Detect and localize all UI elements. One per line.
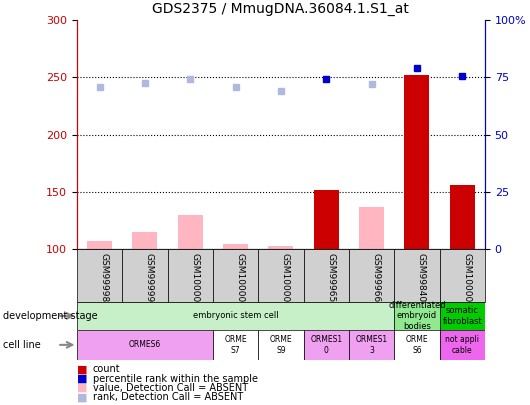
Text: not appli
cable: not appli cable [445,335,479,354]
Text: GSM99840: GSM99840 [417,253,426,303]
Text: ORMES6: ORMES6 [129,340,161,350]
Text: ORME
S7: ORME S7 [224,335,247,354]
Text: ORME
S6: ORME S6 [405,335,428,354]
Bar [404,75,429,249]
Bar [349,330,394,360]
Text: GSM99998: GSM99998 [100,253,109,303]
Text: ORMES1
0: ORMES1 0 [310,335,342,354]
Text: GSM100002: GSM100002 [281,253,290,308]
Text: count: count [93,364,120,374]
Text: GSM100000: GSM100000 [190,253,199,308]
Bar [268,246,294,249]
Text: ■: ■ [77,374,87,384]
Text: GSM99999: GSM99999 [145,253,154,303]
Bar [394,249,439,302]
Bar [213,330,258,360]
Bar [77,302,394,330]
Text: development stage: development stage [3,311,98,321]
Text: ORMES1
3: ORMES1 3 [356,335,387,354]
Bar [77,330,213,360]
Text: ■: ■ [77,383,87,393]
Text: GSM100001: GSM100001 [235,253,244,308]
Bar [167,249,213,302]
Bar [178,215,202,249]
Text: rank, Detection Call = ABSENT: rank, Detection Call = ABSENT [93,392,243,402]
Bar [394,302,439,330]
Bar [213,249,258,302]
Bar [258,249,304,302]
Text: percentile rank within the sample: percentile rank within the sample [93,374,258,384]
Text: GSM100004: GSM100004 [462,253,471,308]
Bar [304,330,349,360]
Text: cell line: cell line [3,340,40,350]
Bar [132,232,157,249]
Text: ■: ■ [77,364,87,374]
Text: embryonic stem cell: embryonic stem cell [193,311,278,320]
Bar [450,185,475,249]
Bar [223,245,248,249]
Bar [349,249,394,302]
Bar [394,330,439,360]
Bar [77,249,122,302]
Bar [439,249,485,302]
Bar [439,330,485,360]
Text: somatic
fibroblast: somatic fibroblast [443,306,482,326]
Text: ORME
S9: ORME S9 [270,335,292,354]
Bar [439,302,485,330]
Bar [359,207,384,249]
Bar [258,330,304,360]
Text: ■: ■ [77,392,87,402]
Text: differentiated
embryoid
bodies: differentiated embryoid bodies [388,301,446,331]
Bar [314,190,339,249]
Text: GSM99966: GSM99966 [372,253,381,303]
Bar [304,249,349,302]
Bar [87,241,112,249]
Bar [122,249,167,302]
Text: value, Detection Call = ABSENT: value, Detection Call = ABSENT [93,383,248,393]
Text: GSM99965: GSM99965 [326,253,335,303]
Title: GDS2375 / MmugDNA.36084.1.S1_at: GDS2375 / MmugDNA.36084.1.S1_at [153,2,409,17]
